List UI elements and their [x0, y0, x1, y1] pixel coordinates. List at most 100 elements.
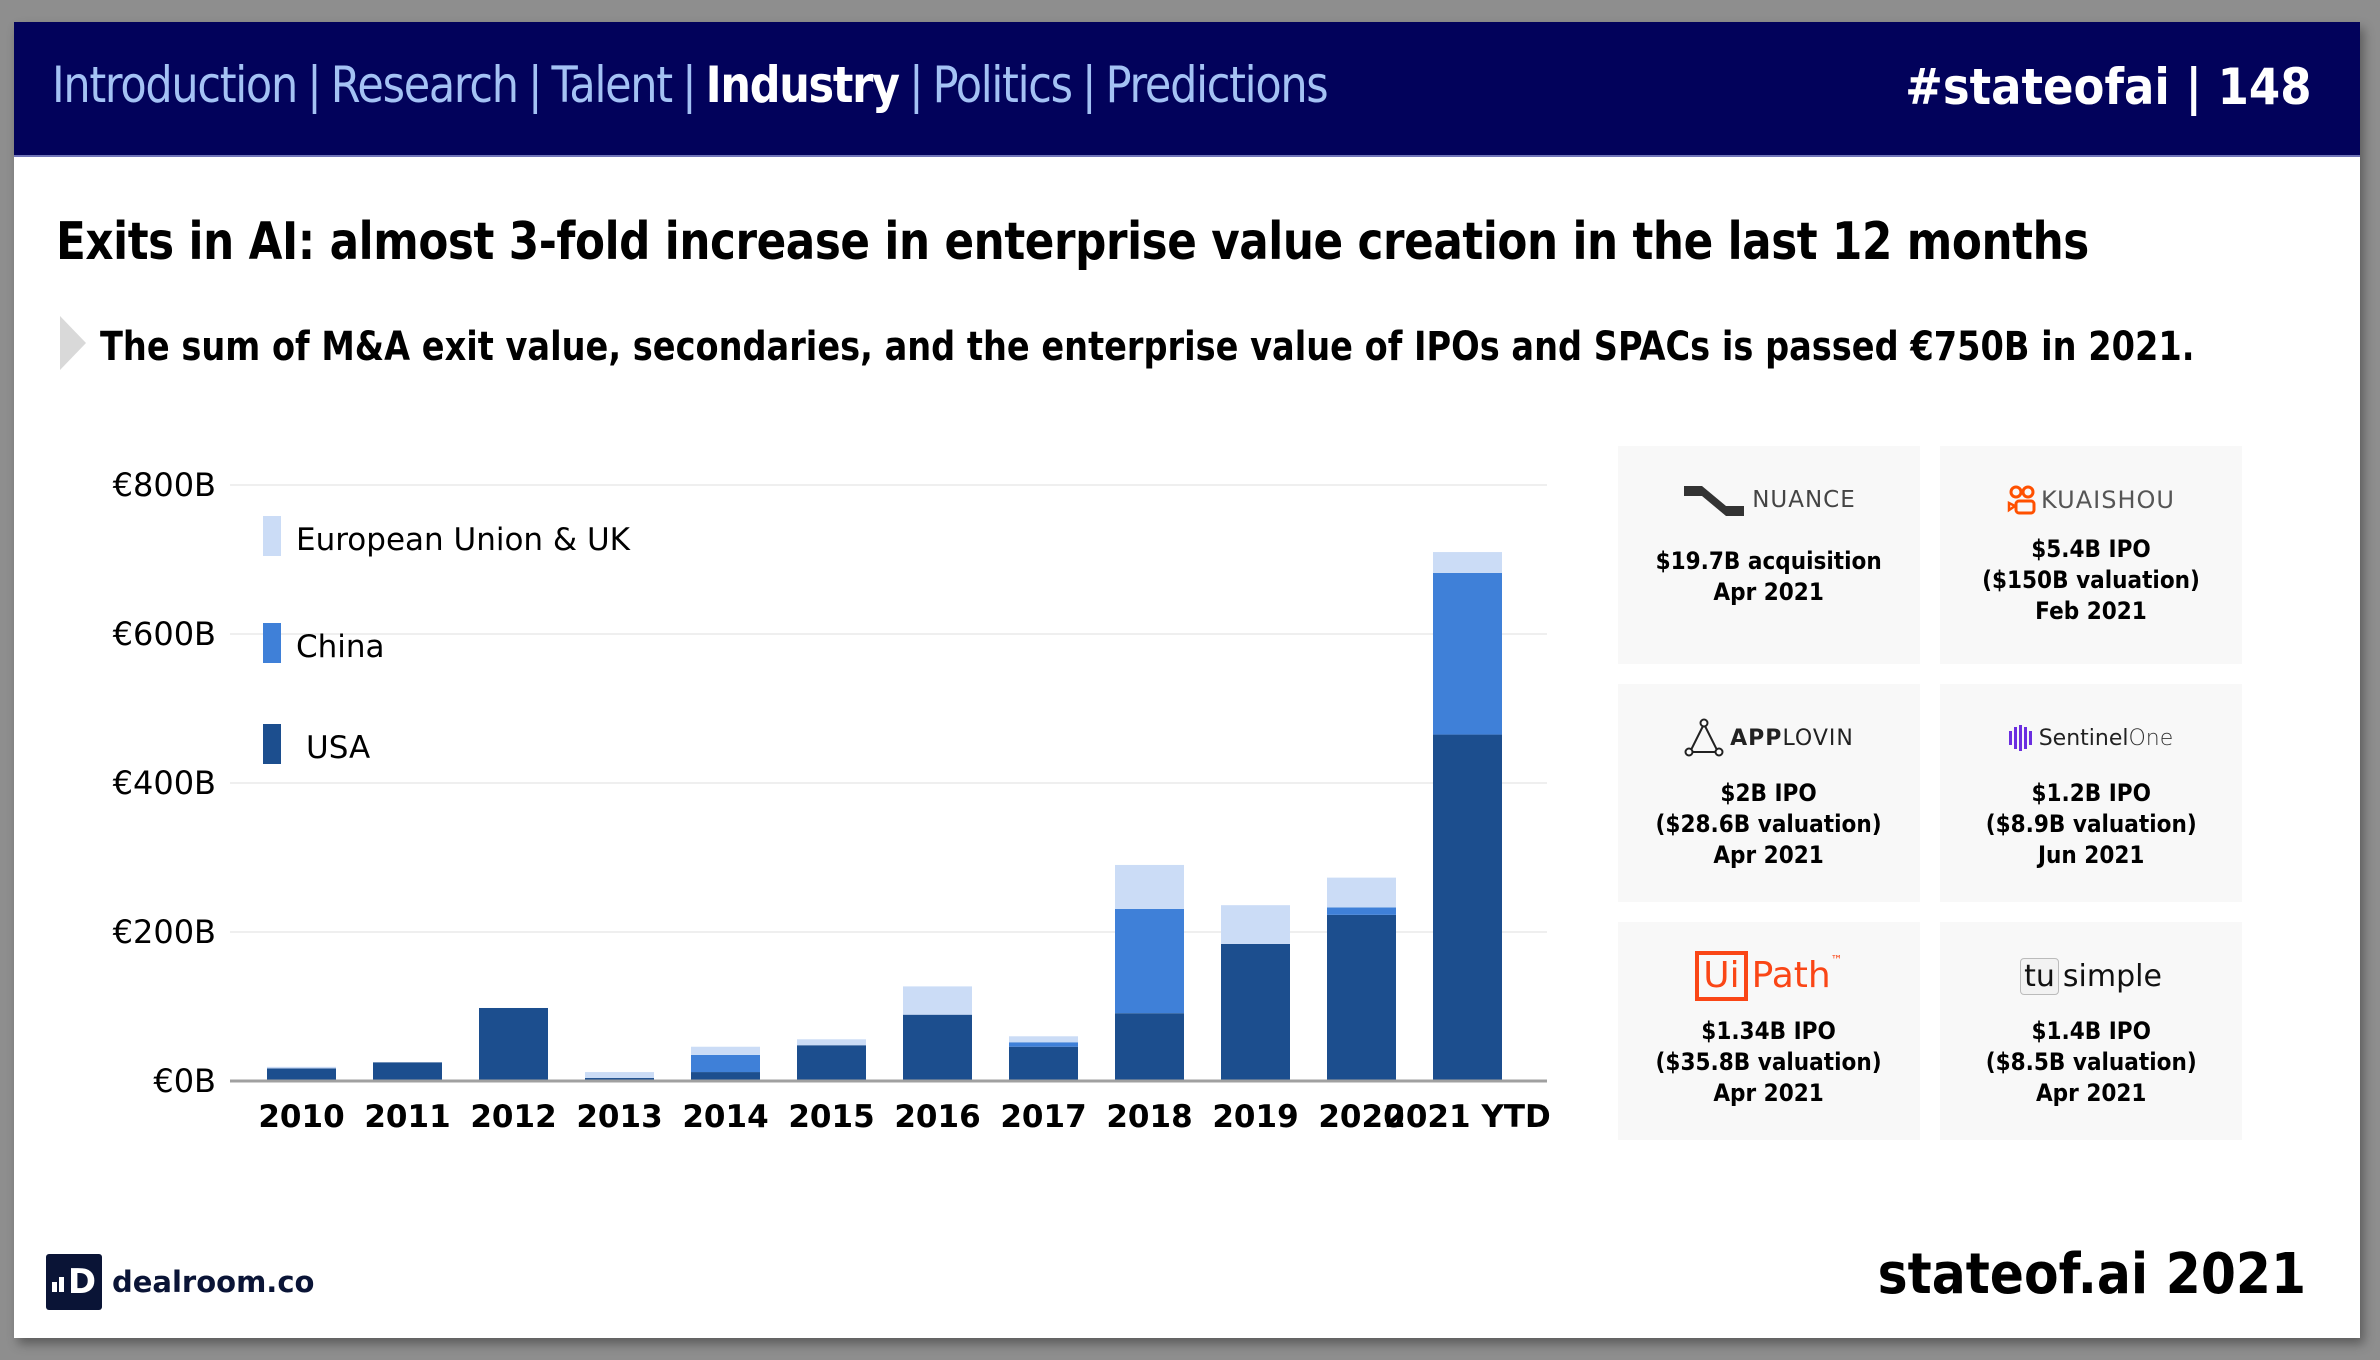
bar-european-union-uk-2010 — [267, 1066, 336, 1069]
applovin-wordmark-light: LOVIN — [1782, 725, 1854, 751]
card-deal: $1.4B IPO — [2031, 1017, 2151, 1045]
applovin-triangle-icon — [1684, 718, 1724, 757]
x-tick-label: 2013 — [576, 1099, 662, 1135]
bullet-arrow-icon — [60, 316, 86, 370]
x-tick-label: 2015 — [788, 1099, 874, 1135]
uipath-path-text: Path — [1751, 955, 1831, 996]
bar-european-union-uk-2016 — [903, 986, 972, 1015]
card-valuation: ($8.9B valuation) — [1985, 810, 2197, 838]
x-tick-label: 2010 — [258, 1099, 344, 1135]
card-date: Feb 2021 — [2035, 597, 2147, 625]
card-details: $1.2B IPO ($8.9B valuation) Jun 2021 — [1974, 778, 2208, 871]
card-valuation: ($8.5B valuation) — [1985, 1048, 2197, 1076]
nav-introduction[interactable]: Introduction — [52, 56, 298, 114]
dealroom-name: dealroom.co — [112, 1265, 315, 1299]
exits-bar-chart: €0B €200B €400B €600B €800B 2010 2011 2012 2013 2… — [113, 466, 1551, 1135]
slide: Introduction | Research | Talent | Industry | Po… — [14, 22, 2360, 1338]
x-tick-label: 2011 — [364, 1099, 450, 1135]
card-tusimple: tu simple $1.4B IPO ($8.5B valuation) Ap… — [1940, 922, 2242, 1140]
nuance-logo-icon — [1684, 486, 1745, 516]
bar-european-union-uk-2020 — [1327, 877, 1396, 908]
card-valuation: ($28.6B valuation) — [1655, 810, 1883, 838]
nav-talent[interactable]: Talent — [551, 56, 674, 114]
nav-separator: | — [909, 56, 924, 114]
nav-separator: | — [528, 56, 543, 114]
card-valuation: ($150B valuation) — [1982, 566, 2200, 594]
card-deal: $5.4B IPO — [2031, 535, 2151, 563]
footer-brand: stateof.ai 2021 — [1877, 1242, 2306, 1307]
x-tick-label: 2017 — [1000, 1099, 1086, 1135]
bar-european-union-uk-2014 — [691, 1046, 760, 1055]
bar-european-union-uk-2013 — [585, 1072, 654, 1079]
bar-european-union-uk-2015 — [797, 1039, 866, 1046]
section-nav: Introduction | Research | Talent | Industry | Po… — [52, 56, 1329, 114]
card-date: Apr 2021 — [2035, 1079, 2147, 1107]
page-tag: #stateofai | 148 — [1905, 58, 2312, 116]
card-details: $5.4B IPO ($150B valuation) Feb 2021 — [1970, 534, 2212, 627]
card-date: Apr 2021 — [1713, 578, 1825, 606]
one-text: One — [2128, 725, 2174, 751]
tusimple-tu-box: tu — [2020, 957, 2059, 995]
legend-label: China — [296, 629, 385, 665]
uipath-logo-icon: Ui Path ™ — [1695, 951, 1843, 1001]
card-date: Jun 2021 — [2037, 841, 2145, 869]
legend-swatch — [263, 623, 281, 663]
nav-industry[interactable]: Industry — [705, 56, 900, 114]
nav-politics[interactable]: Politics — [932, 56, 1073, 114]
legend-label: European Union & UK — [296, 522, 631, 558]
applovin-logo: APPLOVIN — [1684, 692, 1854, 784]
bar-usa-2020 — [1327, 914, 1396, 1081]
card-kuaishou: KUAISHOU $5.4B IPO ($150B valuation) Feb… — [1940, 446, 2242, 664]
dealroom-mark-letter: D — [67, 1262, 97, 1302]
tusimple-logo: tu simple — [2020, 930, 2162, 1022]
x-tick-label: 2014 — [682, 1099, 768, 1135]
bar-usa-2012 — [479, 1007, 548, 1081]
bars-icon — [51, 1277, 64, 1292]
sentinel-text: Sentinel — [2038, 725, 2129, 751]
card-deal: $2B IPO — [1720, 779, 1818, 807]
nav-separator: | — [307, 56, 322, 114]
x-tick-label: 2019 — [1212, 1099, 1298, 1135]
bar-china-2021-ytd — [1433, 572, 1502, 735]
bar-usa-2011 — [373, 1062, 442, 1081]
x-tick-label: 2021 YTD — [1384, 1099, 1550, 1135]
y-tick-label: €400B — [113, 764, 216, 802]
x-tick-label: 2018 — [1106, 1099, 1192, 1135]
bar-china-2017 — [1009, 1042, 1078, 1047]
nav-separator: | — [1082, 56, 1097, 114]
card-valuation: ($35.8B valuation) — [1655, 1048, 1883, 1076]
card-details: $1.4B IPO ($8.5B valuation) Apr 2021 — [1974, 1016, 2208, 1109]
bar-usa-2016 — [903, 1014, 972, 1081]
bar-usa-2014 — [691, 1072, 760, 1081]
card-details: $19.7B acquisition Apr 2021 — [1643, 546, 1894, 608]
uipath-tm: ™ — [1830, 953, 1843, 967]
dealroom-logo: D dealroom.co — [46, 1254, 314, 1310]
tusimple-simple-text: simple — [2062, 958, 2162, 994]
tusimple-logo-icon: tu simple — [2020, 957, 2162, 995]
nav-predictions[interactable]: Predictions — [1105, 56, 1329, 114]
card-date: Apr 2021 — [1713, 841, 1825, 869]
kuaishou-logo: KUAISHOU — [2007, 454, 2175, 546]
applovin-wordmark-bold: APP — [1730, 725, 1783, 751]
sentinelone-wordmark: SentinelOne — [2039, 726, 2174, 751]
bar-usa-2017 — [1009, 1046, 1078, 1081]
bar-china-2020 — [1327, 907, 1396, 915]
bar-european-union-uk-2021-ytd — [1433, 552, 1502, 573]
subtitle-text: The sum of M&A exit value, secondaries, … — [100, 324, 2195, 370]
bar-usa-2015 — [797, 1045, 866, 1081]
bar-usa-2021-ytd — [1433, 734, 1502, 1081]
nuance-logo: NUANCE — [1682, 454, 1856, 546]
bar-usa-2018 — [1115, 1013, 1184, 1081]
uipath-logo: Ui Path ™ — [1695, 930, 1843, 1022]
x-tick-label: 2016 — [894, 1099, 980, 1135]
nav-research[interactable]: Research — [330, 56, 519, 114]
bar-china-2018 — [1115, 908, 1184, 1014]
uipath-ui-box: Ui — [1695, 951, 1748, 1001]
y-tick-label: €200B — [113, 913, 216, 951]
dealroom-mark-icon: D — [46, 1254, 102, 1310]
bar-european-union-uk-2019 — [1221, 905, 1290, 944]
slide-title: Exits in AI: almost 3-fold increase in e… — [56, 212, 2089, 272]
card-sentinelone: SentinelOne $1.2B IPO ($8.9B valuation) … — [1940, 684, 2242, 902]
y-tick-label: €800B — [113, 466, 216, 504]
card-details: $1.34B IPO ($35.8B valuation) Apr 2021 — [1643, 1016, 1894, 1109]
